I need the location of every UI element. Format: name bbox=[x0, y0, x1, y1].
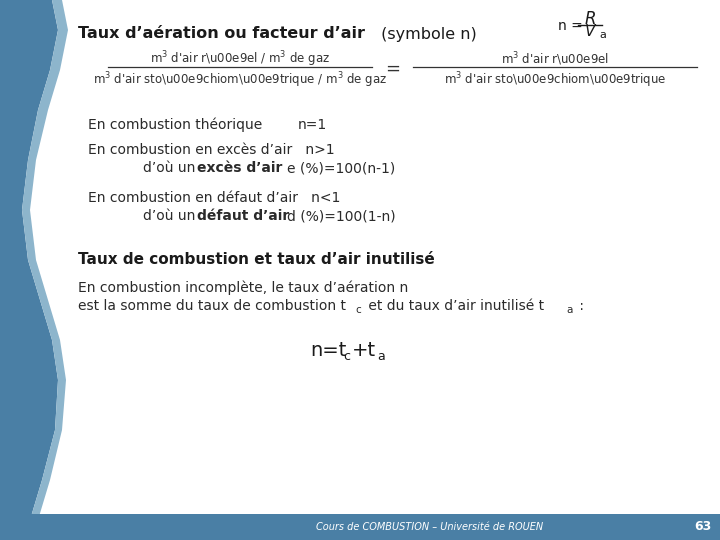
Text: et du taux d’air inutilisé t: et du taux d’air inutilisé t bbox=[364, 299, 544, 313]
Text: d’où un: d’où un bbox=[143, 209, 199, 223]
Text: a: a bbox=[599, 30, 606, 40]
Text: En combustion en excès d’air   n>1: En combustion en excès d’air n>1 bbox=[88, 143, 335, 157]
Text: a: a bbox=[377, 349, 384, 362]
Text: R: R bbox=[584, 10, 595, 28]
Text: Taux d’aération ou facteur d’air: Taux d’aération ou facteur d’air bbox=[78, 26, 365, 42]
Text: (symbole n): (symbole n) bbox=[376, 26, 477, 42]
Text: 63: 63 bbox=[694, 521, 711, 534]
Text: m$^3$ d'air sto\u00e9chiom\u00e9trique: m$^3$ d'air sto\u00e9chiom\u00e9trique bbox=[444, 70, 666, 90]
Text: c: c bbox=[343, 349, 350, 362]
Text: m$^3$ d'air sto\u00e9chiom\u00e9trique / m$^3$ de gaz: m$^3$ d'air sto\u00e9chiom\u00e9trique /… bbox=[93, 70, 387, 90]
Text: excès d’air: excès d’air bbox=[197, 161, 282, 175]
Text: n =: n = bbox=[558, 19, 582, 33]
Text: d (%)=100(1-n): d (%)=100(1-n) bbox=[287, 209, 395, 223]
Bar bbox=[0, 514, 720, 540]
Text: n=t: n=t bbox=[310, 341, 346, 360]
Text: e (%)=100(n-1): e (%)=100(n-1) bbox=[287, 161, 395, 175]
Text: En combustion incomplète, le taux d’aération n: En combustion incomplète, le taux d’aéra… bbox=[78, 281, 408, 295]
Text: +t: +t bbox=[352, 341, 376, 360]
Text: :: : bbox=[575, 299, 584, 313]
Text: Cours de COMBUSTION – Université de ROUEN: Cours de COMBUSTION – Université de ROUE… bbox=[316, 522, 544, 532]
Text: m$^3$ d'air r\u00e9el / m$^3$ de gaz: m$^3$ d'air r\u00e9el / m$^3$ de gaz bbox=[150, 49, 330, 69]
Text: V: V bbox=[585, 24, 595, 39]
Text: a: a bbox=[566, 305, 572, 315]
Polygon shape bbox=[22, 0, 68, 540]
Text: est la somme du taux de combustion t: est la somme du taux de combustion t bbox=[78, 299, 346, 313]
Text: m$^3$ d'air r\u00e9el: m$^3$ d'air r\u00e9el bbox=[501, 50, 609, 68]
Text: Taux de combustion et taux d’air inutilisé: Taux de combustion et taux d’air inutili… bbox=[78, 253, 435, 267]
Text: En combustion en défaut d’air   n<1: En combustion en défaut d’air n<1 bbox=[88, 191, 341, 205]
Text: d’où un: d’où un bbox=[143, 161, 199, 175]
Text: défaut d’air: défaut d’air bbox=[197, 209, 289, 223]
Text: =: = bbox=[385, 60, 400, 78]
Polygon shape bbox=[0, 0, 58, 540]
Text: En combustion théorique: En combustion théorique bbox=[88, 118, 262, 132]
Text: c: c bbox=[355, 305, 361, 315]
Text: n=1: n=1 bbox=[298, 118, 328, 132]
